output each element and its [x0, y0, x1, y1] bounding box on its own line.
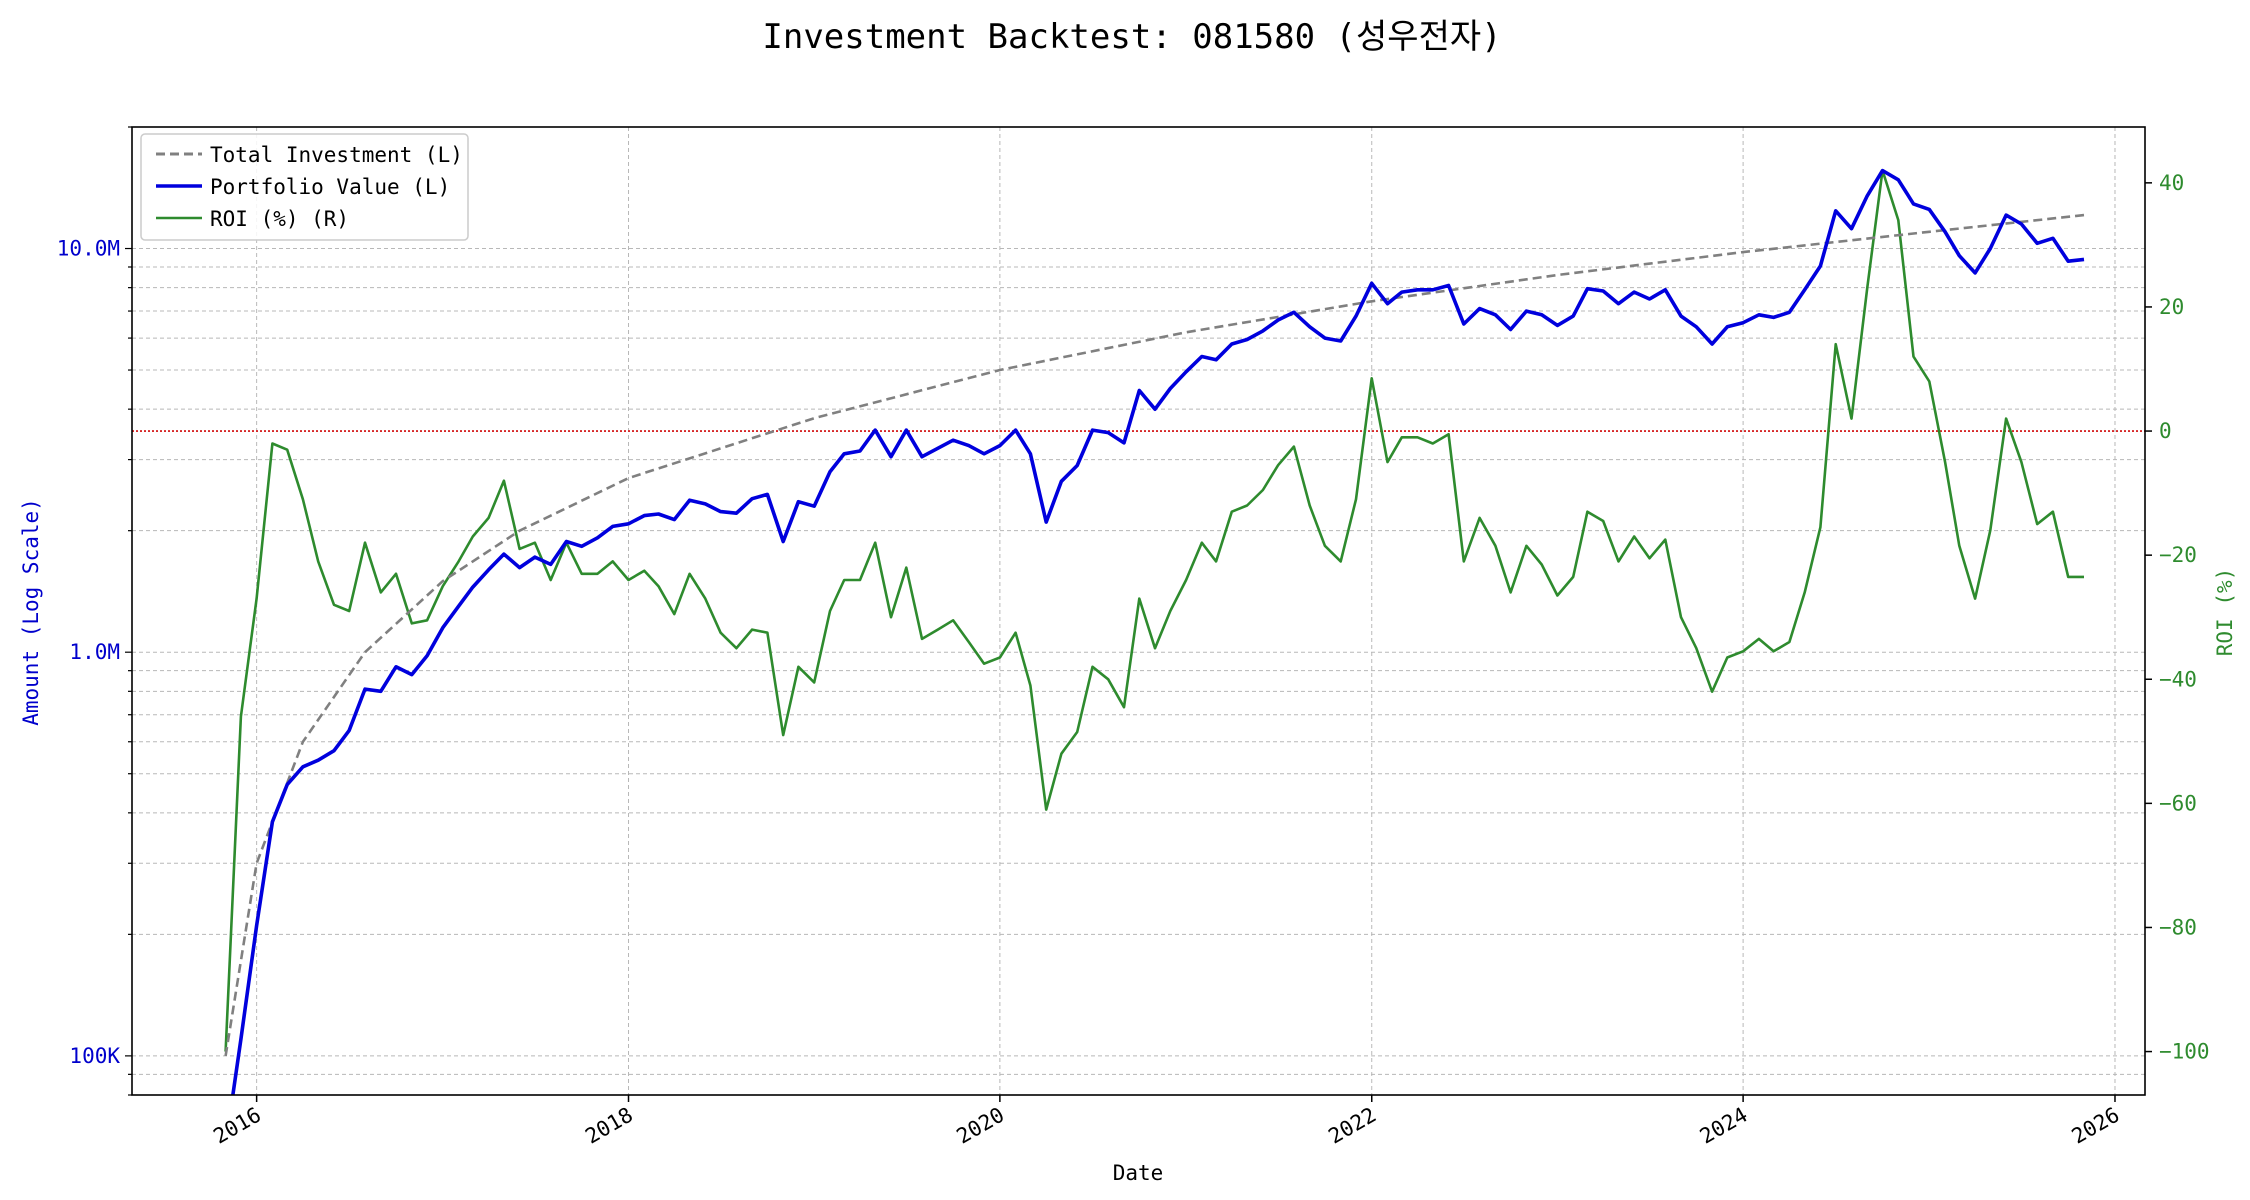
y-right-tick-label: −80	[2159, 915, 2197, 939]
y-right-tick-label: −60	[2159, 791, 2197, 815]
y-left-tick-label: 100K	[69, 1044, 120, 1068]
y-right-tick-label: 40	[2159, 171, 2184, 195]
y-left-tick-label: 1.0M	[69, 640, 120, 664]
legend-box	[140, 133, 469, 241]
legend: Total Investment (L) Portfolio Value (L)…	[140, 133, 469, 241]
y-right-tick-label: 0	[2159, 419, 2172, 443]
y-left-tick-label: 10.0M	[57, 237, 120, 261]
roi-line	[224, 169, 2084, 1052]
x-tick-label: 2020	[953, 1103, 1009, 1149]
portfolio-value-line	[231, 168, 2085, 1095]
x-tick-label: 2024	[1696, 1103, 1752, 1149]
legend-label-roi: ROI (%) (R)	[210, 207, 349, 231]
plot-frame	[131, 126, 2146, 1096]
x-tick-label: 2018	[581, 1103, 637, 1149]
x-tick-label: 2016	[209, 1103, 265, 1149]
x-axis-label: Date	[1113, 1161, 1164, 1185]
chart-title: Investment Backtest: 081580 (성우전자)	[762, 17, 1501, 57]
y-right-tick-label: 20	[2159, 295, 2184, 319]
y-axis-right-label: ROI (%)	[2213, 568, 2237, 657]
series-layer	[132, 168, 2145, 1095]
legend-label-total-investment: Total Investment (L)	[210, 143, 463, 167]
x-tick-label: 2026	[2068, 1103, 2124, 1149]
legend-label-portfolio-value: Portfolio Value (L)	[210, 175, 450, 199]
total-investment-line	[224, 213, 2085, 1057]
x-tick-label: 2022	[1324, 1103, 1380, 1149]
y-right-tick-label: −40	[2159, 667, 2197, 691]
y-right-tick-label: −100	[2159, 1040, 2210, 1064]
y-right-tick-label: −20	[2159, 543, 2197, 567]
y-axis-left-label: Amount (Log Scale)	[19, 498, 43, 726]
